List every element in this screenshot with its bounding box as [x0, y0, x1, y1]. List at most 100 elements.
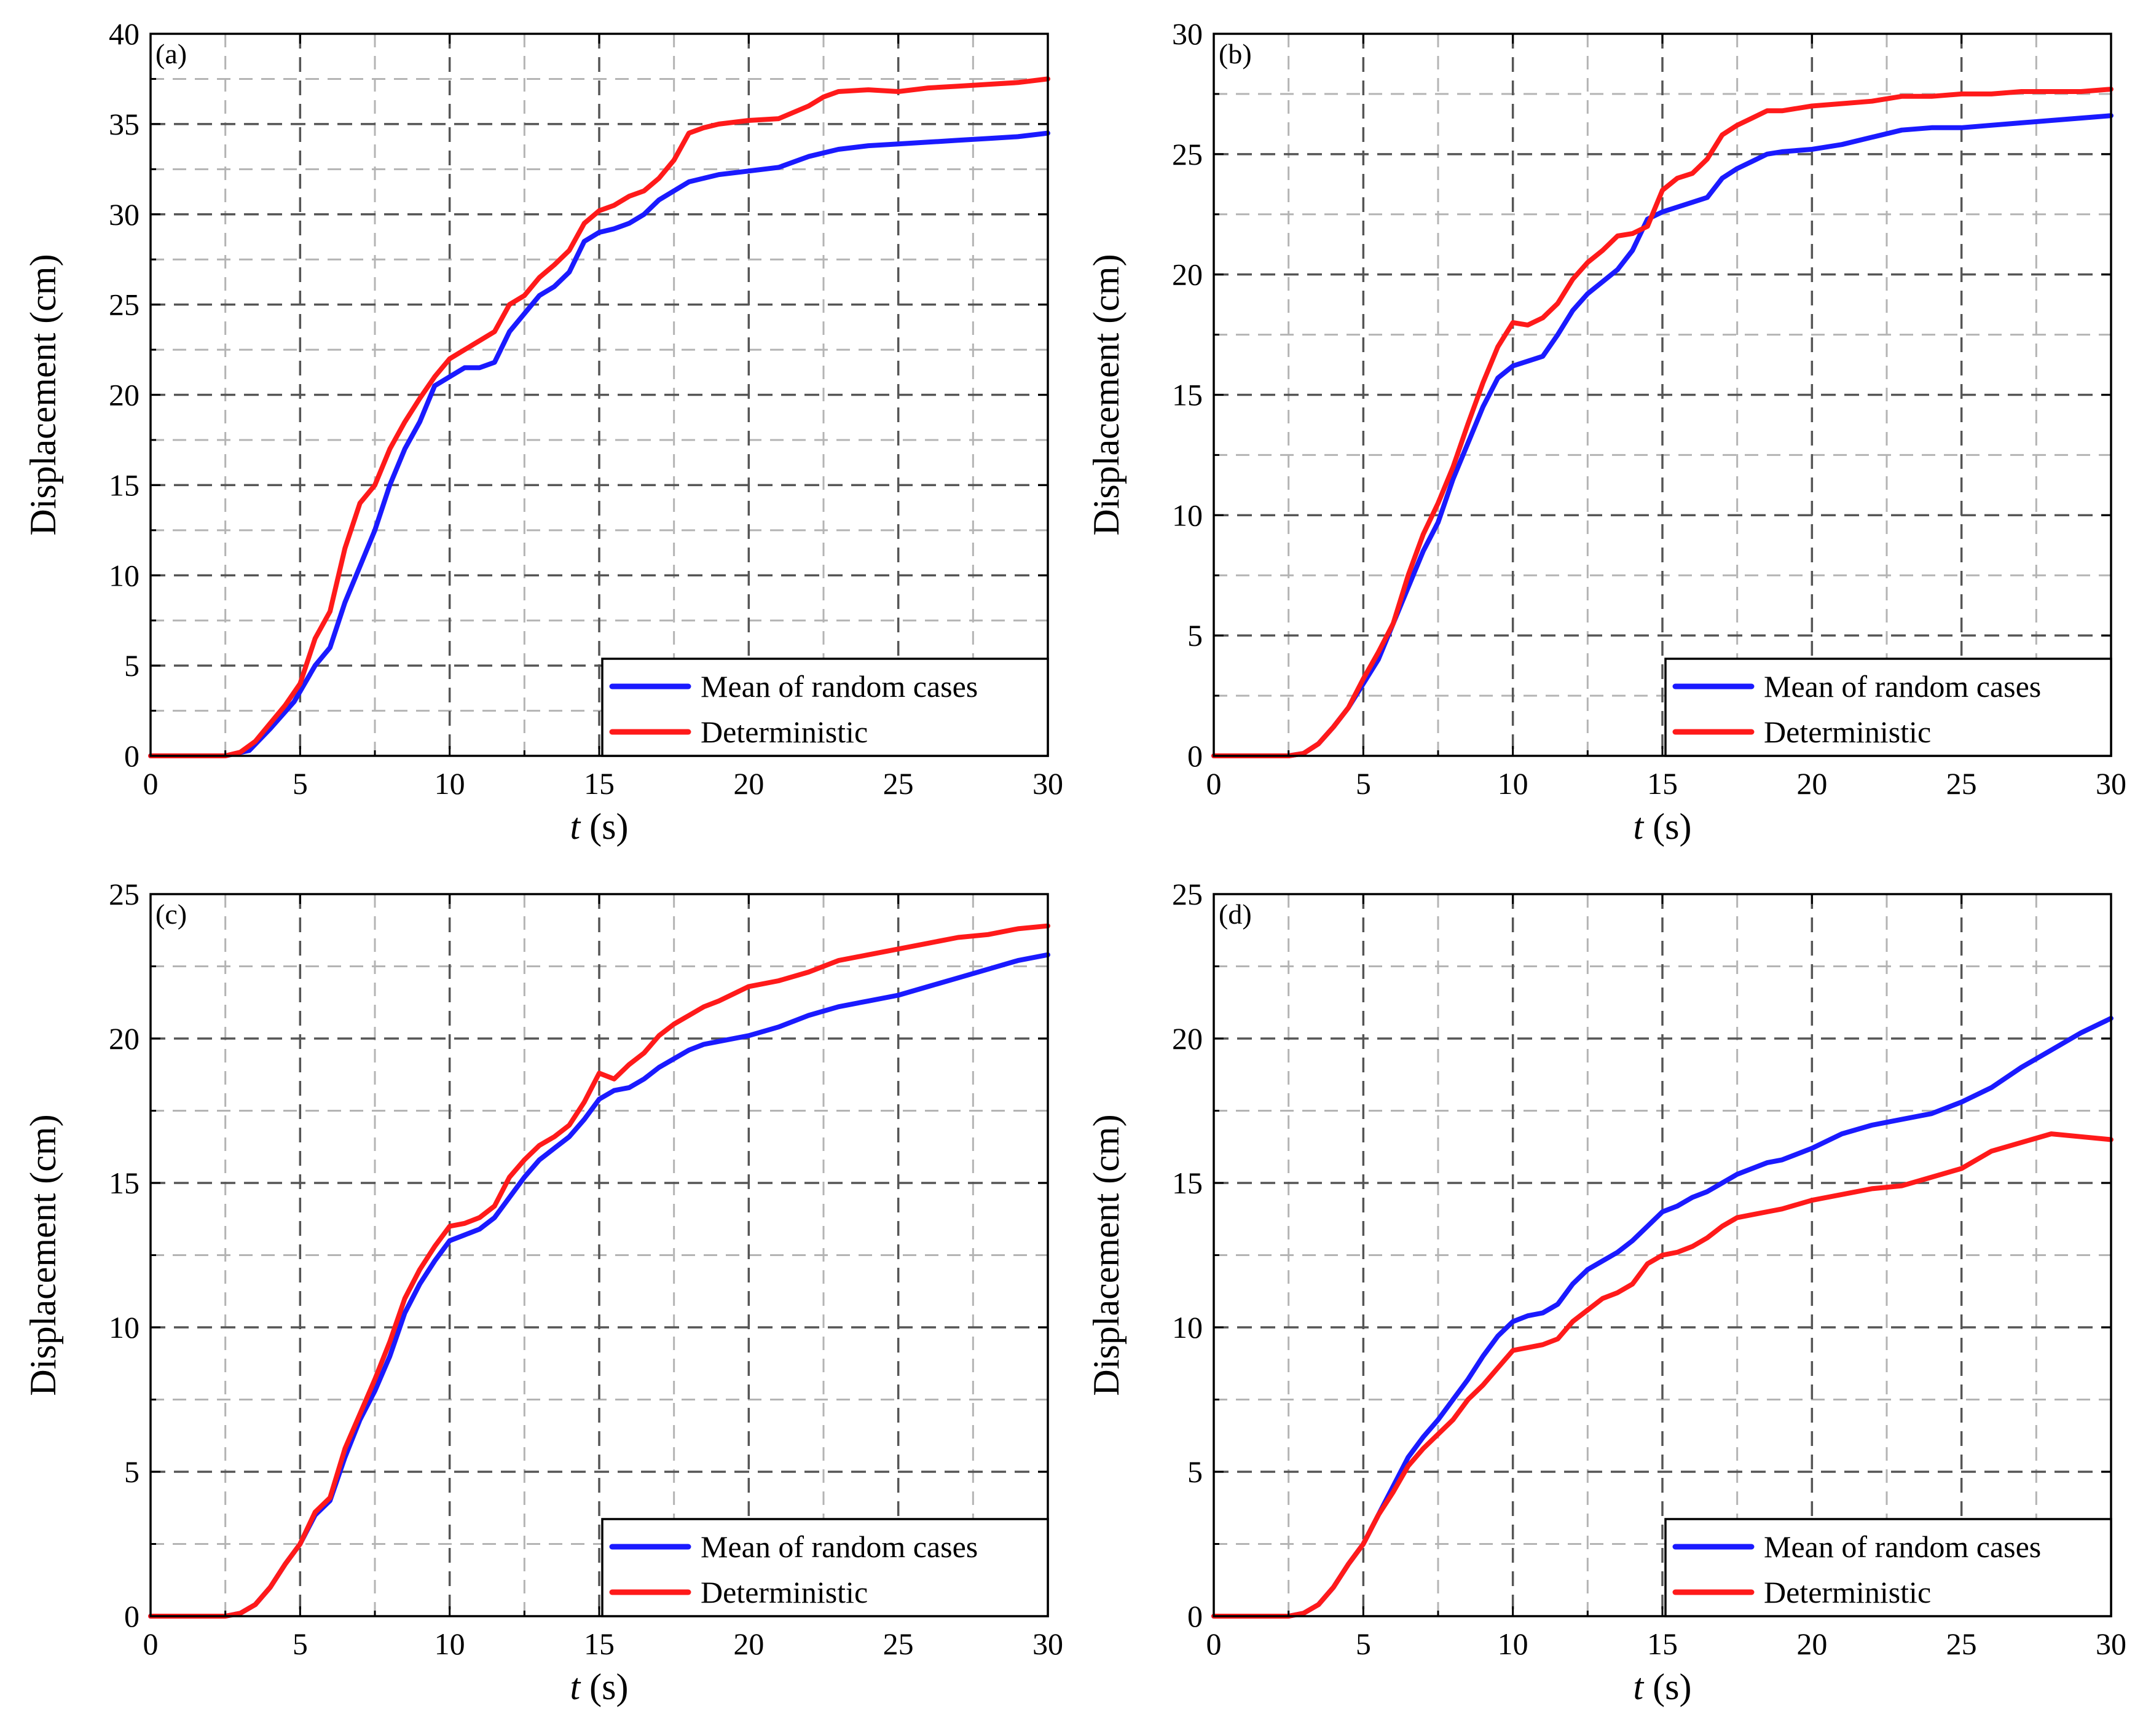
legend: Mean of random cases Deterministic	[601, 1518, 1049, 1617]
chart-panel-c: 0 5 10 15 20 25 30 0 5 10 15 20 25 (c) t (s) Displaceme…	[23, 877, 1063, 1707]
x-axis-unit: (s)	[580, 806, 628, 847]
y-tick-label: 20	[109, 1021, 140, 1056]
y-tick-label: 25	[1172, 137, 1203, 171]
x-tick-label: 15	[1647, 766, 1678, 801]
x-tick-label: 5	[293, 1627, 308, 1661]
x-tick-label: 10	[1498, 766, 1528, 801]
legend-box	[1664, 1518, 2112, 1617]
y-tick-label: 5	[124, 1455, 140, 1489]
y-tick-label: 0	[1187, 739, 1203, 773]
y-tick-label: 15	[1172, 1166, 1203, 1200]
x-axis-var: t	[1634, 1667, 1645, 1707]
x-tick-label: 20	[733, 766, 764, 801]
x-axis-var: t	[570, 806, 581, 847]
legend-label-deterministic: Deterministic	[701, 1575, 868, 1609]
x-tick-label: 20	[1796, 1627, 1827, 1661]
legend-box	[1664, 658, 2112, 757]
x-axis-title: t (s)	[1634, 1667, 1692, 1707]
x-axis-title: t (s)	[570, 1667, 629, 1707]
panel-label: (b)	[1219, 38, 1252, 69]
legend-label-mean: Mean of random cases	[1764, 669, 2041, 704]
legend-label-deterministic: Deterministic	[701, 715, 868, 749]
x-axis-unit: (s)	[580, 1667, 628, 1707]
x-tick-label: 0	[1206, 1627, 1222, 1661]
series-line-deterministic	[1211, 1131, 2114, 1619]
legend: Mean of random cases Deterministic	[1664, 1518, 2112, 1617]
y-tick-label: 5	[124, 648, 140, 683]
y-tick-label: 20	[1172, 1021, 1203, 1056]
x-tick-label: 10	[1498, 1627, 1528, 1661]
y-tick-label: 25	[109, 288, 140, 322]
y-axis-title: Displacement (cm)	[1086, 254, 1127, 535]
chart-panel-d: 0 5 10 15 20 25 30 0 5 10 15 20 25 (d) t (s) Displaceme…	[1086, 877, 2126, 1707]
y-tick-label: 40	[109, 17, 140, 51]
x-tick-label: 30	[2096, 766, 2126, 801]
x-tick-label: 0	[143, 766, 159, 801]
y-tick-label: 0	[1187, 1599, 1203, 1633]
x-tick-label: 25	[883, 766, 914, 801]
chart-panel-b: 0 5 10 15 20 25 30 0 5 10 15 20 25 30 (b) t (s) Displace…	[1086, 17, 2126, 847]
legend-label-mean: Mean of random cases	[701, 1530, 978, 1564]
x-tick-label: 25	[1946, 1627, 1977, 1661]
y-tick-label: 35	[109, 107, 140, 141]
chart-panel-a: 0 5 10 15 20 25 30 0 5 10 15 20 25 30 35 40 (a) t (s) Disp…	[23, 17, 1063, 847]
y-tick-label: 10	[109, 558, 140, 592]
y-tick-label: 0	[124, 1599, 140, 1633]
y-tick-label: 15	[109, 1166, 140, 1200]
x-tick-label: 5	[1356, 766, 1371, 801]
x-axis-var: t	[570, 1667, 581, 1707]
series-line-deterministic	[148, 923, 1050, 1619]
y-tick-label: 10	[1172, 1310, 1203, 1345]
legend: Mean of random cases Deterministic	[1664, 658, 2112, 757]
legend-label-mean: Mean of random cases	[701, 669, 978, 704]
y-axis-title: Displacement (cm)	[23, 254, 63, 535]
x-tick-label: 25	[883, 1627, 914, 1661]
x-axis-unit: (s)	[1643, 1667, 1691, 1707]
legend: Mean of random cases Deterministic	[601, 658, 1049, 757]
x-tick-label: 20	[1796, 766, 1827, 801]
grid	[151, 894, 1048, 1616]
x-tick-label: 5	[293, 766, 308, 801]
x-tick-label: 5	[1356, 1627, 1371, 1661]
x-tick-label: 15	[584, 1627, 615, 1661]
legend-label-deterministic: Deterministic	[1764, 715, 1931, 749]
legend-label-mean: Mean of random cases	[1764, 1530, 2041, 1564]
y-tick-label: 25	[109, 877, 140, 911]
y-tick-label: 10	[109, 1310, 140, 1345]
x-tick-label: 25	[1946, 766, 1977, 801]
x-axis-var: t	[1634, 806, 1645, 847]
x-tick-label: 15	[1647, 1627, 1678, 1661]
x-axis-title: t (s)	[1634, 806, 1692, 847]
y-tick-label: 25	[1172, 877, 1203, 911]
x-tick-label: 30	[1032, 1627, 1063, 1661]
x-tick-label: 15	[584, 766, 615, 801]
legend-box	[601, 658, 1049, 757]
x-tick-label: 30	[1032, 766, 1063, 801]
y-tick-label: 0	[124, 739, 140, 773]
x-axis-title: t (s)	[570, 806, 629, 847]
grid	[1214, 894, 2111, 1616]
y-tick-label: 15	[109, 468, 140, 502]
x-tick-label: 10	[434, 1627, 465, 1661]
x-tick-label: 0	[143, 1627, 159, 1661]
y-axis-title: Displacement (cm)	[1086, 1114, 1127, 1396]
y-tick-label: 30	[1172, 17, 1203, 51]
y-tick-label: 20	[109, 378, 140, 412]
x-tick-label: 20	[733, 1627, 764, 1661]
panel-label: (c)	[155, 898, 187, 930]
panel-label: (a)	[155, 38, 187, 69]
y-tick-label: 5	[1187, 618, 1203, 653]
x-tick-label: 10	[434, 766, 465, 801]
x-tick-label: 30	[2096, 1627, 2126, 1661]
y-tick-label: 10	[1172, 498, 1203, 532]
grid	[151, 34, 1048, 756]
y-tick-label: 30	[109, 197, 140, 232]
legend-label-deterministic: Deterministic	[1764, 1575, 1931, 1609]
series-line-deterministic	[1211, 87, 2114, 758]
legend-box	[601, 1518, 1049, 1617]
x-tick-label: 0	[1206, 766, 1222, 801]
panel-label: (d)	[1219, 898, 1252, 930]
y-tick-label: 5	[1187, 1455, 1203, 1489]
series-line-deterministic	[148, 76, 1050, 758]
